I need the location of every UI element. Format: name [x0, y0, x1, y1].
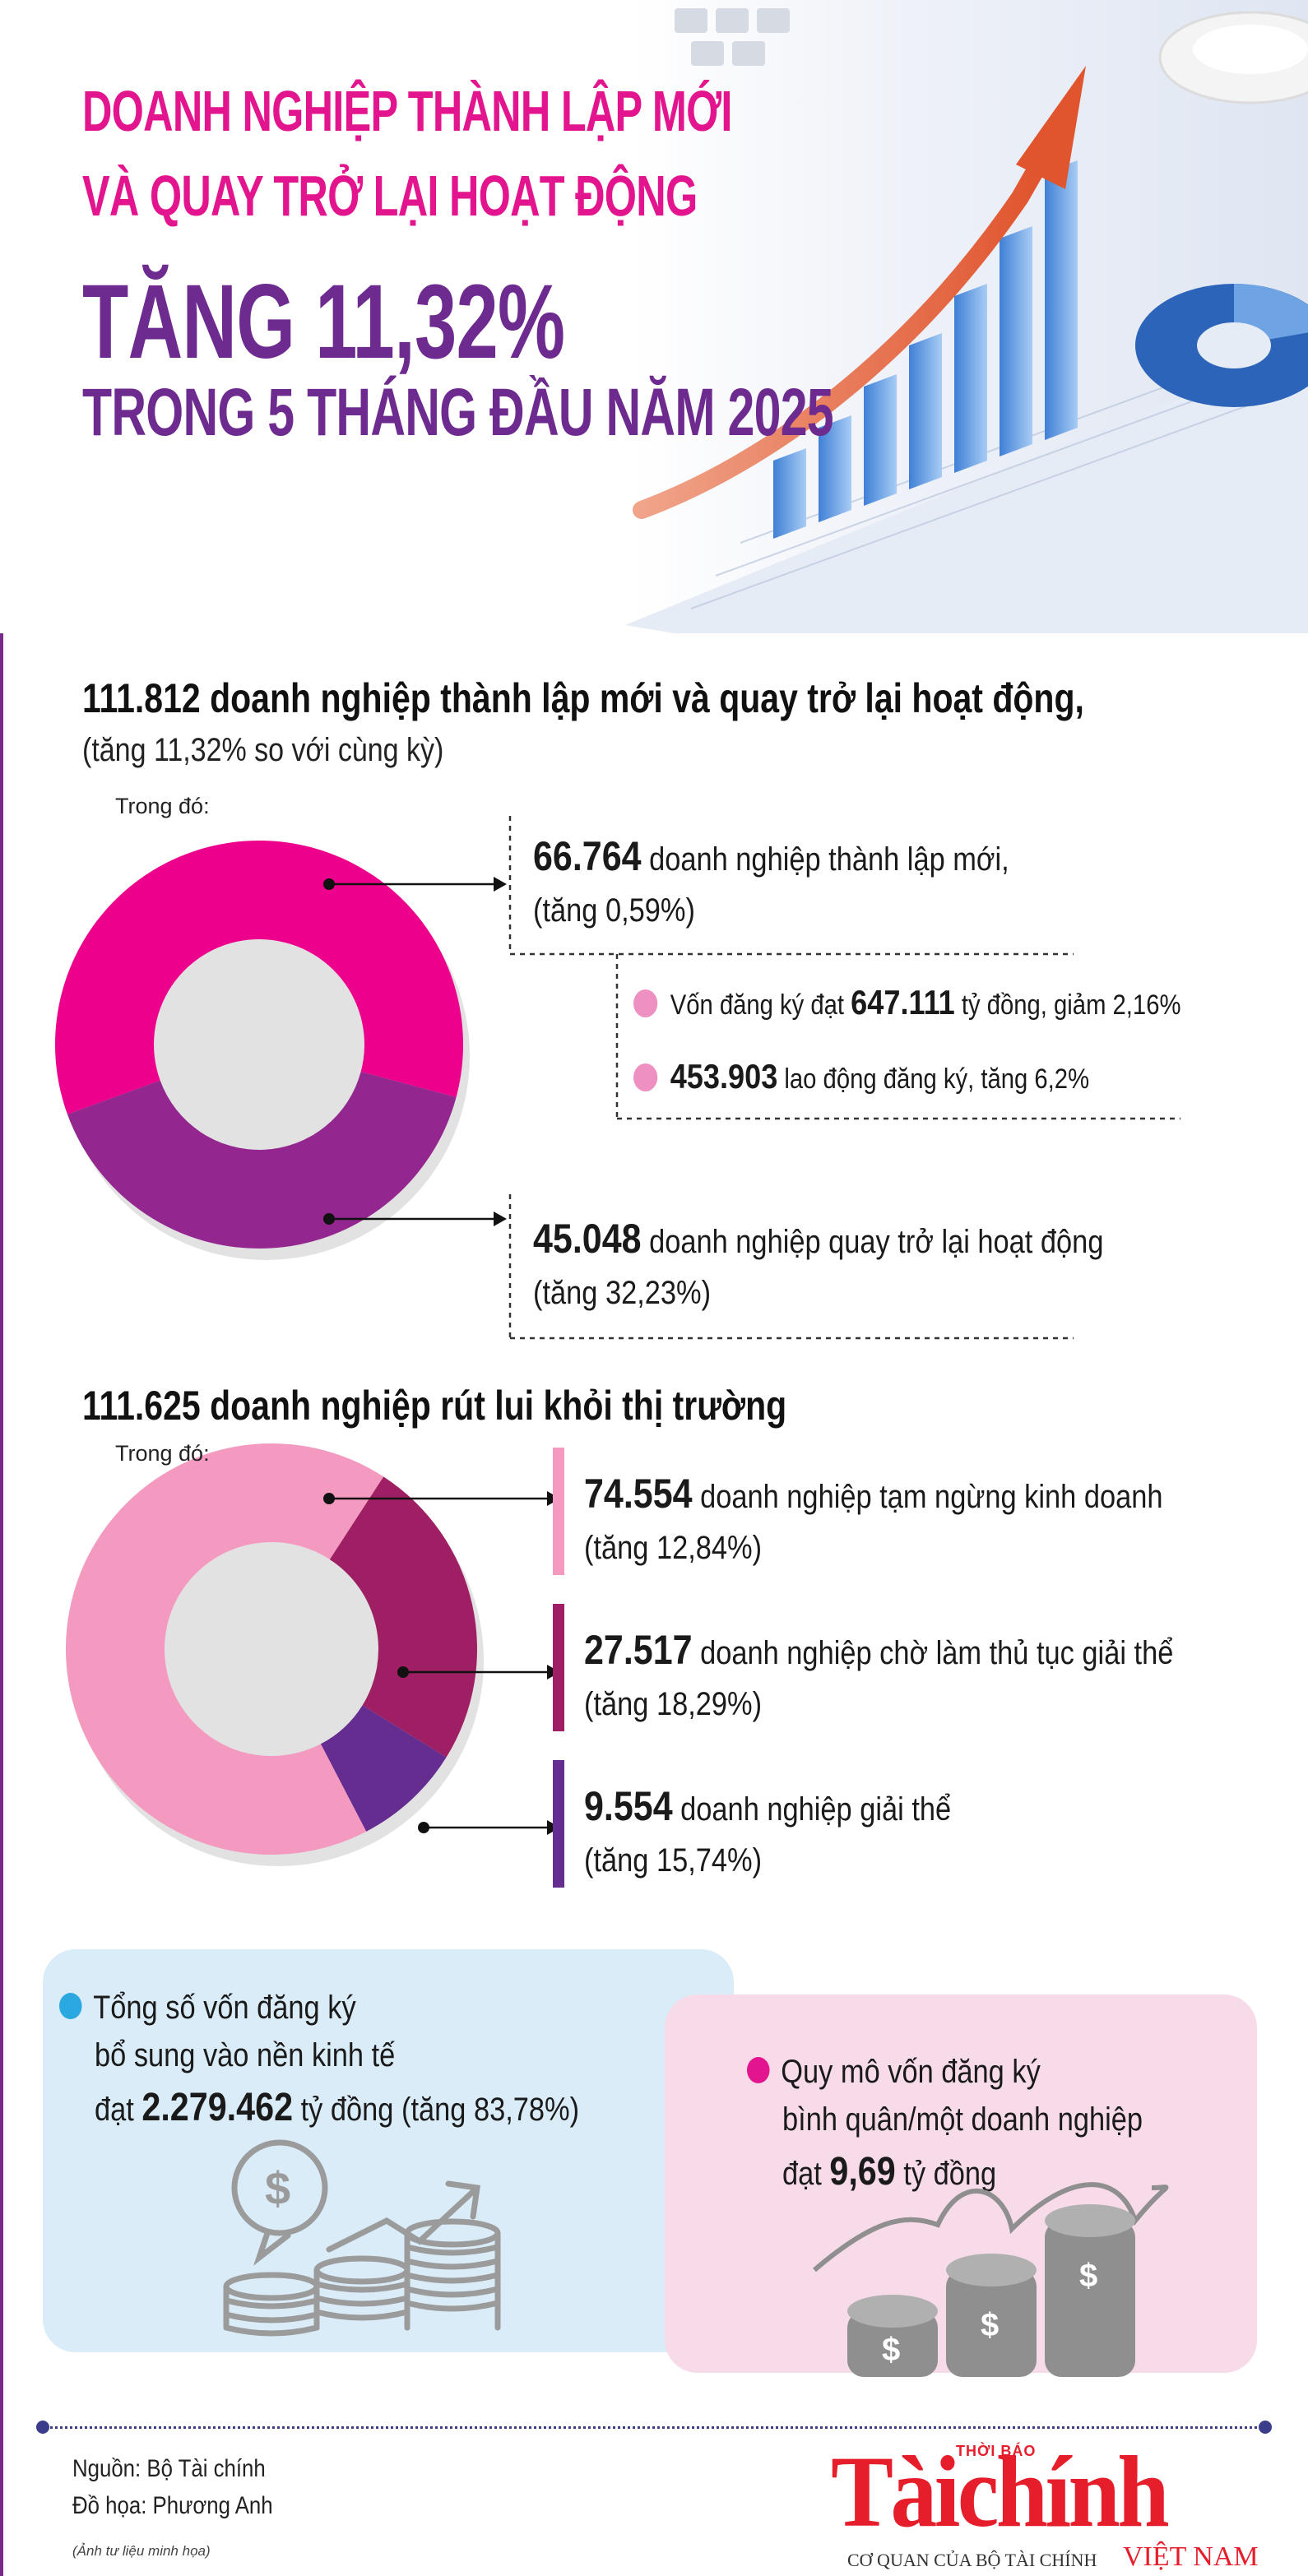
stat-new-enterprises: 66.764 doanh nghiệp thành lập mới, (tăng… — [533, 827, 1009, 934]
stat-pending: 27.517 doanh nghiệp chờ làm thủ tục giải… — [584, 1620, 1173, 1728]
stat-pending-change: (tăng 18,29%) — [584, 1685, 763, 1722]
box-pink-line1: Quy mô vốn đăng ký — [781, 2054, 1041, 2090]
stat-returned-text: doanh nghiệp quay trở lại hoạt động — [641, 1224, 1104, 1260]
logo-name: Tàichính — [831, 2435, 1170, 2548]
header-line-4: TRONG 5 THÁNG ĐẦU NĂM 2025 — [82, 375, 834, 450]
box-pink-line2: bình quân/một doanh nghiệp — [782, 2101, 1143, 2138]
stat-new-change: (tăng 0,59%) — [533, 892, 695, 929]
labor-suffix: lao động đăng ký, tăng 6,2% — [777, 1063, 1090, 1095]
stat-pending-text: doanh nghiệp chờ làm thủ tục giải thể — [692, 1635, 1174, 1671]
stat-dissolved-value: 9.554 — [584, 1783, 673, 1829]
stat-new-text: doanh nghiệp thành lập mới, — [641, 841, 1009, 878]
donut-slice-suspended — [66, 1443, 384, 1855]
box-pink-value: 9,69 — [829, 2150, 896, 2194]
donut-slice-new — [55, 840, 463, 1114]
bullet-dot-icon — [633, 1063, 658, 1092]
legend-bar-dissolved — [553, 1760, 564, 1888]
section1-label: Trong đó: — [115, 794, 210, 818]
legend-bar-pending — [553, 1604, 564, 1731]
logo-subtitle: CƠ QUAN CỦA BỘ TÀI CHÍNH — [847, 2550, 1097, 2570]
section1-title: 111.812 doanh nghiệp thành lập mới và qu… — [82, 675, 1084, 721]
footer-source: Nguồn: Bộ Tài chính — [72, 2455, 266, 2482]
capital-value: 647.111 — [851, 983, 955, 1022]
logo-country: VIỆT NAM — [1123, 2541, 1259, 2572]
donut-slice-returned — [67, 1072, 457, 1249]
header-line-2: VÀ QUAY TRỞ LẠI HOẠT ĐỘNG — [82, 164, 698, 228]
box-blue-line1: Tổng số vốn đăng ký — [93, 1990, 356, 2026]
footer-divider-dot — [36, 2421, 49, 2434]
logo-top-text: THỜI BÁO — [956, 2443, 1037, 2459]
box-pink-line3-prefix: đạt — [782, 2156, 830, 2192]
header-headline: TĂNG 11,32% — [82, 263, 565, 381]
stat-returned-enterprises: 45.048 doanh nghiệp quay trở lại hoạt độ… — [533, 1209, 1103, 1317]
donut-slice-pending — [329, 1476, 478, 1758]
stat-pending-value: 27.517 — [584, 1627, 693, 1673]
section1-subtitle: (tăng 11,32% so với cùng kỳ) — [82, 732, 444, 768]
legend-bar-suspended — [553, 1448, 564, 1575]
labor-value: 453.903 — [670, 1057, 778, 1096]
donut-chart-enterprises — [55, 840, 470, 1260]
box-total-capital-text: Tổng số vốn đăng ký bổ sung vào nền kinh… — [59, 1984, 579, 2137]
box-blue-line2: bổ sung vào nền kinh tế — [95, 2037, 396, 2073]
section2-title: 111.625 doanh nghiệp rút lui khỏi thị tr… — [82, 1383, 787, 1429]
donut-slice-dissolved — [320, 1705, 447, 1832]
bullet-labor: 453.903 lao động đăng ký, tăng 6,2% — [633, 1057, 1089, 1096]
stat-suspended-change: (tăng 12,84%) — [584, 1529, 763, 1566]
blue-dot-icon — [59, 1993, 82, 2020]
footer-design: Đồ họa: Phương Anh — [72, 2492, 273, 2519]
stat-returned-value: 45.048 — [533, 1216, 642, 1262]
box-pink-line3-suffix: tỷ đồng — [895, 2156, 997, 2192]
bullet-capital: Vốn đăng ký đạt 647.111 tỷ đồng, giảm 2,… — [633, 983, 1180, 1022]
footer-divider — [41, 2426, 1267, 2429]
box-blue-line3-prefix: đạt — [95, 2092, 142, 2128]
stat-dissolved-text: doanh nghiệp giải thể — [672, 1791, 952, 1828]
bullet-dot-icon — [633, 989, 658, 1018]
box-blue-line3-suffix: tỷ đồng (tăng 83,78%) — [293, 2092, 580, 2128]
stat-dissolved-change: (tăng 15,74%) — [584, 1842, 763, 1879]
donut-chart-exits — [66, 1443, 484, 1866]
growth-chart-illustration — [625, 8, 1308, 633]
box-average-capital-text: Quy mô vốn đăng ký bình quân/một doanh n… — [747, 2048, 1143, 2201]
stat-suspended-text: doanh nghiệp tạm ngừng kinh doanh — [692, 1479, 1163, 1515]
capital-prefix: Vốn đăng ký đạt — [670, 989, 851, 1021]
stat-new-value: 66.764 — [533, 833, 642, 879]
footer-divider-dot — [1259, 2421, 1272, 2434]
header-line-1: DOANH NGHIỆP THÀNH LẬP MỚI — [82, 79, 732, 143]
footer-note: (Ảnh tư liệu minh họa) — [72, 2543, 211, 2559]
pink-dot-icon — [747, 2057, 770, 2084]
header-banner: DOANH NGHIỆP THÀNH LẬP MỚI VÀ QUAY TRỞ L… — [0, 0, 1308, 633]
section2-label: Trong đó: — [115, 1441, 210, 1466]
stat-suspended-value: 74.554 — [584, 1471, 693, 1517]
capital-suffix: tỷ đồng, giảm 2,16% — [954, 989, 1181, 1021]
stat-suspended: 74.554 doanh nghiệp tạm ngừng kinh doanh… — [584, 1464, 1162, 1572]
box-blue-value: 2.279.462 — [141, 2086, 294, 2129]
stat-dissolved: 9.554 doanh nghiệp giải thể (tăng 15,74%… — [584, 1777, 951, 1884]
stat-returned-change: (tăng 32,23%) — [533, 1274, 712, 1311]
